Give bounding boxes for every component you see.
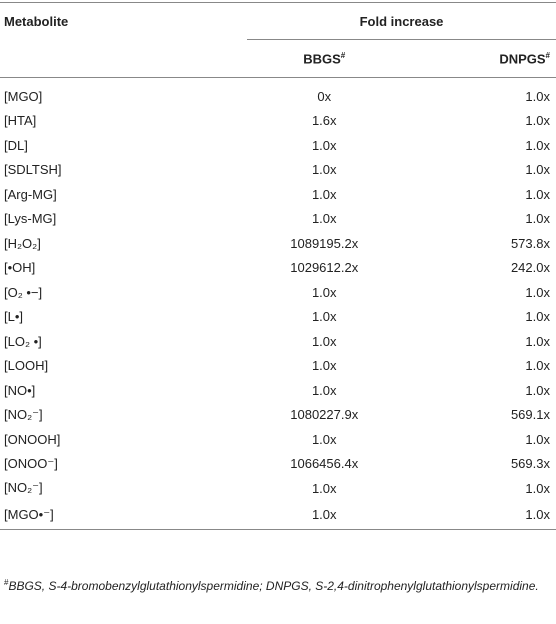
metabolite-cell: [Lys-MG] bbox=[4, 211, 57, 227]
footnote: #BBGS, S-4-bromobenzylglutathionylspermi… bbox=[4, 573, 550, 596]
bbgs-cell: 0x bbox=[317, 88, 332, 104]
header-column: BBGS# bbox=[247, 39, 402, 78]
bbgs-cell: 1.0x bbox=[311, 358, 337, 374]
bbgs-cell: 1.0x bbox=[311, 137, 337, 153]
table-row: [MGO•⁻] 1.0x 1.0x bbox=[0, 500, 556, 530]
metabolite-cell: [MGO•⁻] bbox=[0, 500, 247, 530]
bbgs-cell: 1.0x bbox=[311, 431, 337, 447]
dnpgs-cell: 1.0x bbox=[525, 186, 550, 202]
bbgs-cell: 1.0x bbox=[311, 382, 337, 398]
bbgs-cell: 1.6x bbox=[311, 113, 337, 129]
column-name: BBGS bbox=[303, 51, 341, 67]
table-row: [SDLTSH] 1.0x 1.0x bbox=[0, 158, 556, 183]
bbgs-cell: 1.0x bbox=[311, 333, 337, 349]
table-row: [NO•] 1.0x 1.0x bbox=[0, 378, 556, 403]
bbgs-cell: 1029612.2x bbox=[290, 260, 359, 276]
bbgs-cell: 1.0x bbox=[311, 309, 337, 325]
metabolite-cell: [NO•] bbox=[4, 382, 36, 398]
table-row: [L•] 1.0x 1.0x bbox=[0, 305, 556, 330]
table-row: [ONOOH] 1.0x 1.0x bbox=[0, 427, 556, 452]
dnpgs-cell: 1.0x bbox=[525, 162, 550, 178]
dnpgs-cell: 569.1x bbox=[510, 407, 550, 423]
metabolite-cell: [NO₂⁻] bbox=[4, 480, 43, 496]
dnpgs-cell: 1.0x bbox=[525, 382, 550, 398]
table-row: [DL] 1.0x 1.0x bbox=[0, 133, 556, 158]
metabolite-cell: [L•] bbox=[4, 309, 24, 325]
column-name: DNPGS bbox=[499, 51, 546, 67]
dnpgs-cell: 1.0x bbox=[525, 211, 550, 227]
metabolite-cell: [H₂O₂] bbox=[4, 235, 41, 251]
dnpgs-cell: 242.0x bbox=[510, 260, 550, 276]
metabolite-cell: [ONOOH] bbox=[4, 431, 61, 447]
bbgs-cell: 1.0x bbox=[311, 162, 337, 178]
table-row: [Arg-MG] 1.0x 1.0x bbox=[0, 182, 556, 207]
dnpgs-cell: 1.0x bbox=[525, 88, 550, 104]
table: Metabolite Fold increase BBGS# DNPGS# [M… bbox=[0, 2, 556, 530]
dnpgs-cell: 1.0x bbox=[525, 113, 550, 129]
footnote-mark: # bbox=[4, 578, 9, 587]
metabolite-cell: [Arg-MG] bbox=[4, 186, 57, 202]
dnpgs-cell: 1.0x bbox=[525, 309, 550, 325]
metabolite-cell: [NO₂⁻] bbox=[4, 406, 43, 422]
bbgs-cell: 1089195.2x bbox=[290, 235, 359, 251]
dnpgs-cell: 1.0x bbox=[525, 358, 550, 374]
dnpgs-cell: 1.0x bbox=[525, 480, 550, 496]
header-metabolite: Metabolite bbox=[0, 2, 247, 78]
dnpgs-cell: 1.0x bbox=[525, 137, 550, 153]
column-mark: # bbox=[545, 50, 550, 60]
bbgs-cell: 1.0x bbox=[311, 480, 337, 496]
header-column: DNPGS# bbox=[401, 39, 556, 78]
table-body: [MGO] 0x 1.0x [HTA] 1.6x 1.0x [DL] 1.0x 1.0x [SDL… bbox=[0, 78, 556, 530]
table-row: [NO₂⁻] 1080227.9x 569.1x bbox=[0, 403, 556, 428]
dnpgs-cell: 569.3x bbox=[510, 456, 550, 472]
metabolite-cell: [LOOH] bbox=[4, 358, 49, 374]
dnpgs-cell: 573.8x bbox=[510, 235, 550, 251]
table-row: [NO₂⁻] 1.0x 1.0x bbox=[0, 476, 556, 501]
table-row: [ONOO⁻] 1066456.4x 569.3x bbox=[0, 452, 556, 477]
table-row: [•OH] 1029612.2x 242.0x bbox=[0, 256, 556, 281]
metabolite-cell: [O₂ •−] bbox=[4, 284, 43, 300]
metabolite-cell: [DL] bbox=[4, 137, 28, 153]
table-row: [LOOH] 1.0x 1.0x bbox=[0, 354, 556, 379]
table-row: [H₂O₂] 1089195.2x 573.8x bbox=[0, 231, 556, 256]
table-row: [LO₂ •] 1.0x 1.0x bbox=[0, 329, 556, 354]
dnpgs-cell: 1.0x bbox=[525, 284, 550, 300]
table-row: [HTA] 1.6x 1.0x bbox=[0, 109, 556, 134]
table-row: [O₂ •−] 1.0x 1.0x bbox=[0, 280, 556, 305]
metabolite-cell: [SDLTSH] bbox=[4, 162, 62, 178]
bbgs-cell: 1.0x bbox=[311, 186, 337, 202]
metabolite-cell: [•OH] bbox=[4, 260, 36, 276]
bbgs-cell: 1.0x bbox=[311, 211, 337, 227]
header-group: Fold increase bbox=[247, 2, 556, 40]
metabolite-cell: [LO₂ •] bbox=[4, 333, 42, 349]
bbgs-cell: 1.0x bbox=[247, 500, 402, 530]
metabolite-cell: [MGO] bbox=[4, 88, 43, 104]
table-row: [Lys-MG] 1.0x 1.0x bbox=[0, 207, 556, 232]
dnpgs-cell: 1.0x bbox=[525, 333, 550, 349]
footnote-text: BBGS, S-4-bromobenzylglutathionylspermid… bbox=[8, 579, 539, 593]
bbgs-cell: 1066456.4x bbox=[290, 456, 359, 472]
dnpgs-cell: 1.0x bbox=[401, 500, 556, 530]
metabolite-cell: [ONOO⁻] bbox=[4, 455, 58, 471]
table-row: [MGO] 0x 1.0x bbox=[0, 78, 556, 109]
column-mark: # bbox=[340, 50, 346, 60]
dnpgs-cell: 1.0x bbox=[525, 431, 550, 447]
metabolite-cell: [HTA] bbox=[4, 113, 37, 129]
bbgs-cell: 1080227.9x bbox=[290, 407, 359, 423]
bbgs-cell: 1.0x bbox=[311, 284, 337, 300]
